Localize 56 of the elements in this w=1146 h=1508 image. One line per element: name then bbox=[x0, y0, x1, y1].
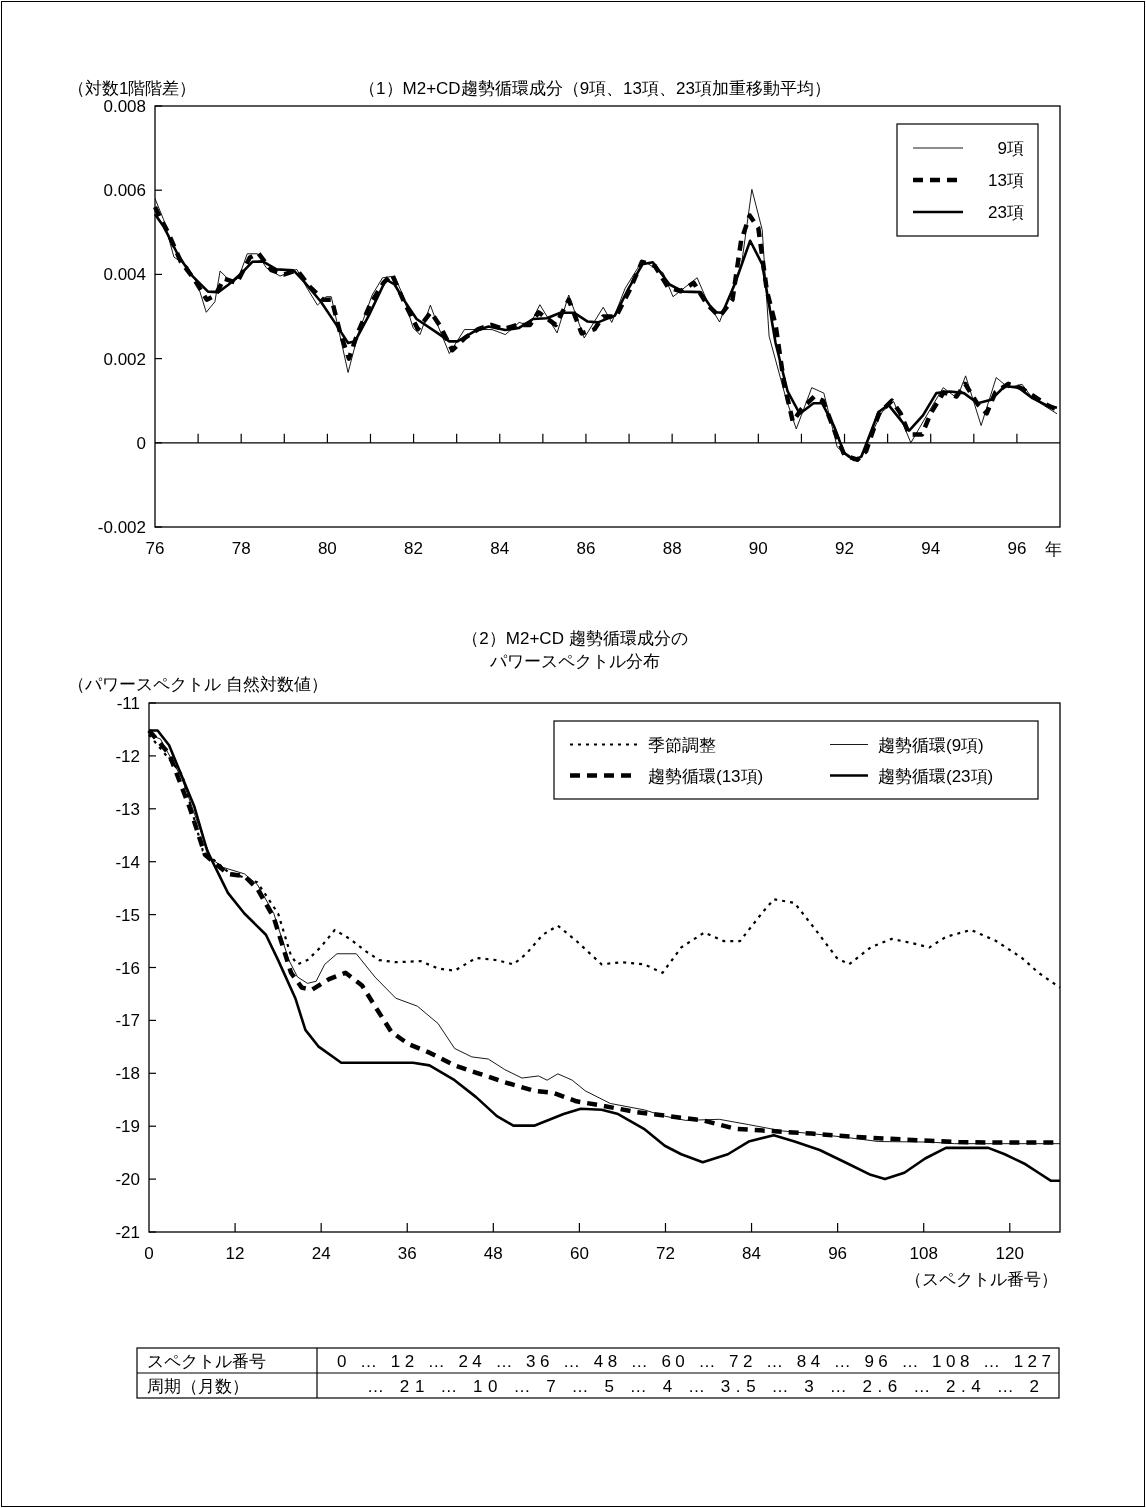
x-tick-label: 24 bbox=[311, 1244, 331, 1263]
y-tick-label: -18 bbox=[115, 1064, 140, 1084]
x-tick-label: 36 bbox=[397, 1244, 417, 1263]
x-tick-label: 90 bbox=[748, 539, 768, 558]
y-tick-label: 0.008 bbox=[103, 97, 146, 116]
x-tick-label: 80 bbox=[317, 539, 337, 558]
y-tick-label: -17 bbox=[115, 1011, 140, 1031]
legend-label: 13項 bbox=[988, 171, 1024, 190]
text: … 21 … 10 … 7 … 5 … 4 … 3.5 … 3 … 2.6 … 2.4 … 2 bbox=[367, 1376, 1039, 1396]
chart-title: （1）M2+CD趨勢循環成分（9項、13項、23項加重移動平均） bbox=[359, 79, 831, 98]
legend-label: 趨勢循環(23項) bbox=[878, 766, 994, 786]
legend-label: 趨勢循環(9項) bbox=[878, 735, 984, 755]
x-tick-label: 86 bbox=[576, 539, 596, 558]
x-axis-title: 年 bbox=[1045, 540, 1062, 559]
x-tick-label: 78 bbox=[231, 539, 251, 558]
y-tick-label: 0.002 bbox=[103, 349, 146, 369]
x-tick-label: 48 bbox=[483, 1244, 503, 1263]
y-tick-label: -19 bbox=[115, 1117, 140, 1137]
x-tick-label: 76 bbox=[145, 539, 165, 558]
y-tick-label: -11 bbox=[116, 694, 140, 713]
x-axis-title: （スペクトル番号） bbox=[905, 1270, 1058, 1289]
x-tick-label: 84 bbox=[742, 1244, 762, 1263]
x-tick-label: 84 bbox=[490, 539, 510, 558]
y-axis-title: （パワースペクトル 自然対数値） bbox=[68, 675, 328, 694]
x-tick-label: 96 bbox=[1007, 539, 1027, 558]
text: スペクトル番号 bbox=[147, 1351, 266, 1371]
x-tick-label: 82 bbox=[404, 539, 424, 558]
y-tick-label: -21 bbox=[115, 1223, 140, 1242]
y-tick-label: 0.004 bbox=[103, 265, 146, 285]
y-tick-label: -20 bbox=[115, 1170, 140, 1190]
y-tick-label: -14 bbox=[115, 852, 140, 872]
x-tick-label: 94 bbox=[921, 539, 941, 558]
legend-label: 趨勢循環(13項) bbox=[648, 766, 764, 786]
legend-label: 23項 bbox=[988, 203, 1024, 222]
x-tick-label: 96 bbox=[828, 1244, 848, 1263]
y-tick-label: -0.002 bbox=[97, 518, 146, 537]
text: 0 … 12 … 24 … 36 … 48 … 60 … 72 … 84 … 96 … 108 … 127 bbox=[337, 1351, 1051, 1371]
y-tick-label: -15 bbox=[115, 905, 140, 925]
text: 周期（月数） bbox=[147, 1376, 249, 1396]
x-tick-label: 12 bbox=[225, 1244, 245, 1263]
y-tick-label: -16 bbox=[115, 958, 140, 978]
x-tick-label: 88 bbox=[662, 539, 682, 558]
y-tick-label: -12 bbox=[115, 746, 140, 766]
y-tick-label: -13 bbox=[115, 799, 140, 819]
chart-subtitle: パワースペクトル分布 bbox=[489, 652, 660, 671]
y-tick-label: 0.006 bbox=[103, 181, 146, 201]
legend-label: 季節調整 bbox=[648, 735, 716, 755]
x-tick-label: 92 bbox=[835, 539, 854, 558]
chart-title: （2）M2+CD 趨勢循環成分の bbox=[462, 629, 688, 648]
x-tick-label: 60 bbox=[569, 1244, 589, 1263]
y-tick-label: 0 bbox=[136, 433, 146, 453]
x-tick-label: 120 bbox=[995, 1244, 1024, 1263]
legend-label: 9項 bbox=[997, 139, 1024, 158]
x-tick-label: 72 bbox=[656, 1244, 675, 1263]
y-axis-title: （対数1階階差） bbox=[68, 79, 197, 98]
x-tick-label: 108 bbox=[909, 1244, 938, 1263]
